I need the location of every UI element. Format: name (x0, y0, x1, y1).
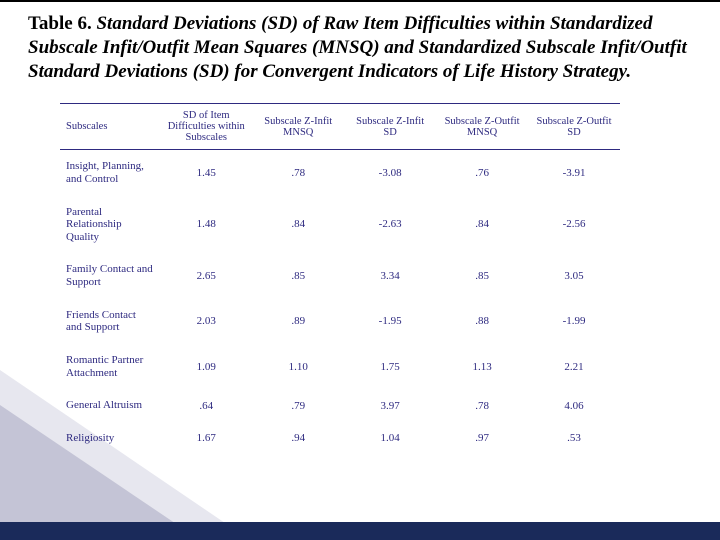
cell-value: 3.34 (344, 253, 436, 298)
cell-value: .78 (436, 389, 528, 422)
cell-value: 1.75 (344, 344, 436, 389)
data-table: Subscales SD of Item Difficulties within… (60, 103, 620, 454)
row-label: Parental Relationship Quality (60, 196, 160, 254)
row-label: General Altruism (60, 389, 160, 422)
cell-value: .84 (436, 196, 528, 254)
table-row: Parental Relationship Quality1.48.84-2.6… (60, 196, 620, 254)
cell-value: -3.91 (528, 150, 620, 196)
cell-value: .84 (252, 196, 344, 254)
cell-value: 1.10 (252, 344, 344, 389)
cell-value: .79 (252, 389, 344, 422)
cell-value: -2.63 (344, 196, 436, 254)
table-row: Religiosity1.67.941.04.97.53 (60, 422, 620, 455)
cell-value: -3.08 (344, 150, 436, 196)
table-container: Subscales SD of Item Difficulties within… (60, 103, 680, 454)
caption-italic: Standard Deviations (SD) of Raw Item Dif… (28, 13, 687, 82)
cell-value: .89 (252, 299, 344, 344)
table-row: Family Contact and Support2.65.853.34.85… (60, 253, 620, 298)
cell-value: .76 (436, 150, 528, 196)
row-label: Romantic Partner Attachment (60, 344, 160, 389)
cell-value: .85 (252, 253, 344, 298)
col-sd-item: SD of Item Difficulties within Subscales (160, 104, 252, 150)
cell-value: 1.45 (160, 150, 252, 196)
cell-value: .53 (528, 422, 620, 455)
cell-value: 1.13 (436, 344, 528, 389)
cell-value: .85 (436, 253, 528, 298)
table-row: General Altruism.64.793.97.784.06 (60, 389, 620, 422)
table-row: Insight, Planning, and Control1.45.78-3.… (60, 150, 620, 196)
cell-value: 2.65 (160, 253, 252, 298)
col-z-infit-sd: Subscale Z-Infit SD (344, 104, 436, 150)
cell-value: 4.06 (528, 389, 620, 422)
cell-value: .64 (160, 389, 252, 422)
cell-value: .88 (436, 299, 528, 344)
cell-value: 2.03 (160, 299, 252, 344)
table-row: Romantic Partner Attachment1.091.101.751… (60, 344, 620, 389)
footer-bar (0, 522, 720, 540)
cell-value: 1.04 (344, 422, 436, 455)
col-subscales: Subscales (60, 104, 160, 150)
cell-value: 1.67 (160, 422, 252, 455)
row-label: Friends Contact and Support (60, 299, 160, 344)
cell-value: .97 (436, 422, 528, 455)
cell-value: 1.09 (160, 344, 252, 389)
cell-value: .94 (252, 422, 344, 455)
cell-value: -1.99 (528, 299, 620, 344)
cell-value: 1.48 (160, 196, 252, 254)
cell-value: -2.56 (528, 196, 620, 254)
cell-value: -1.95 (344, 299, 436, 344)
header-row: Subscales SD of Item Difficulties within… (60, 104, 620, 150)
cell-value: 3.05 (528, 253, 620, 298)
caption-prefix: Table 6. (28, 13, 96, 34)
table-row: Friends Contact and Support2.03.89-1.95.… (60, 299, 620, 344)
col-z-outfit-mnsq: Subscale Z-Outfit MNSQ (436, 104, 528, 150)
row-label: Family Contact and Support (60, 253, 160, 298)
table-caption: Table 6. Standard Deviations (SD) of Raw… (0, 0, 720, 89)
row-label: Religiosity (60, 422, 160, 455)
cell-value: 3.97 (344, 389, 436, 422)
col-z-outfit-sd: Subscale Z-Outfit SD (528, 104, 620, 150)
cell-value: .78 (252, 150, 344, 196)
cell-value: 2.21 (528, 344, 620, 389)
col-z-infit-mnsq: Subscale Z-Infit MNSQ (252, 104, 344, 150)
row-label: Insight, Planning, and Control (60, 150, 160, 196)
